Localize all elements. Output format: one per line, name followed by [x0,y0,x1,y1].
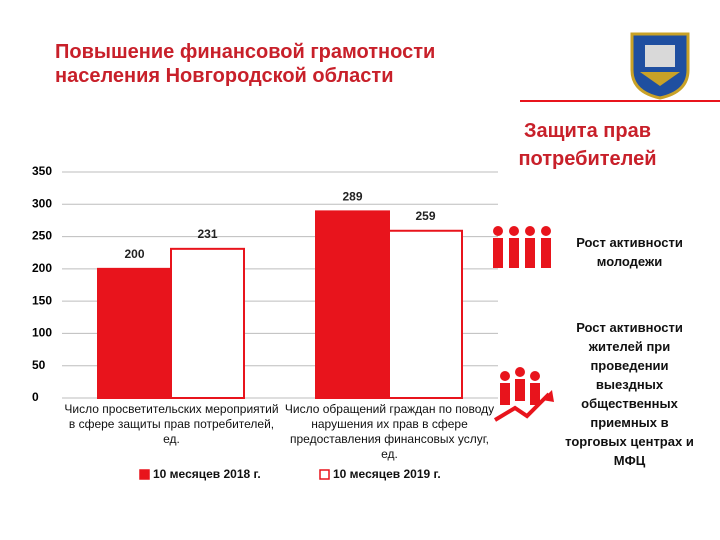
y-tick-label: 300 [32,196,52,210]
y-tick-label: 350 [32,164,52,178]
y-tick-label: 150 [32,293,52,307]
value-label: 259 [415,209,435,223]
emblem [630,32,690,100]
y-tick-label: 100 [32,326,52,340]
legend-label: 10 месяцев 2018 г. [153,467,261,481]
legend-label: 10 месяцев 2019 г. [333,467,441,481]
note: Рост активности жителей при проведении в… [565,320,694,468]
slide-title: Повышение финансовой грамотности населен… [55,41,436,87]
bar [97,267,172,399]
youth-icon [493,226,551,268]
legend-swatch [319,469,330,480]
x-tick-label: Число обращений граждан по поводу наруше… [284,402,495,461]
y-tick-label: 0 [32,390,39,404]
activity-icon [493,367,554,422]
bar [315,210,390,399]
bar [388,229,463,399]
y-tick-label: 50 [32,358,46,372]
value-label: 289 [342,190,362,204]
legend-swatch [139,469,150,480]
bar [170,247,245,399]
side-heading: Защита прав потребителей [518,120,657,170]
y-tick-label: 250 [32,229,52,243]
value-label: 200 [124,247,144,261]
note: Рост активности молодежи [576,235,683,269]
value-label: 231 [197,227,217,241]
y-tick-label: 200 [32,261,52,275]
x-tick-label: Число просветительских мероприятий в сфе… [64,402,279,446]
